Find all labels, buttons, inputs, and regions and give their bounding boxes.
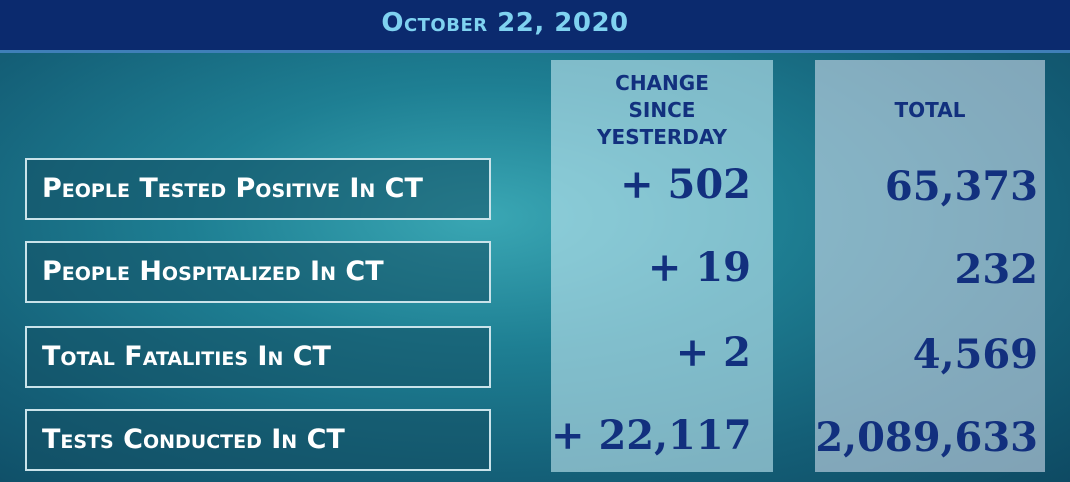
row-box: People Tested Positive In CT <box>25 158 491 220</box>
total-value: 4,569 <box>912 331 1038 378</box>
change-value: + 19 <box>647 244 751 291</box>
row-box: Total Fatalities In CT <box>25 326 491 388</box>
row-label: People Tested Positive In CT <box>42 173 423 204</box>
date: October 22, 2020 <box>381 8 629 38</box>
row-box: People Hospitalized In CT <box>25 241 491 303</box>
total-value: 65,373 <box>884 163 1038 210</box>
row-label: People Hospitalized In CT <box>42 256 384 287</box>
total-value: 232 <box>954 246 1039 293</box>
total-value: 2,089,633 <box>815 414 1038 461</box>
change-column: CHANGE SINCE YESTERDAY <box>551 60 773 472</box>
banner: October 22, 2020 <box>0 0 1070 53</box>
change-value: + 502 <box>620 161 751 208</box>
row-label: Tests Conducted In CT <box>42 424 345 455</box>
row-label: Total Fatalities In CT <box>42 341 331 372</box>
change-value: + 2 <box>675 329 751 376</box>
row-box: Tests Conducted In CT <box>25 409 491 471</box>
total-column: TOTAL <box>815 60 1045 472</box>
column-header: TOTAL <box>894 98 966 122</box>
column-header: CHANGE SINCE YESTERDAY <box>597 71 727 149</box>
change-value: + 22,117 <box>551 412 752 459</box>
